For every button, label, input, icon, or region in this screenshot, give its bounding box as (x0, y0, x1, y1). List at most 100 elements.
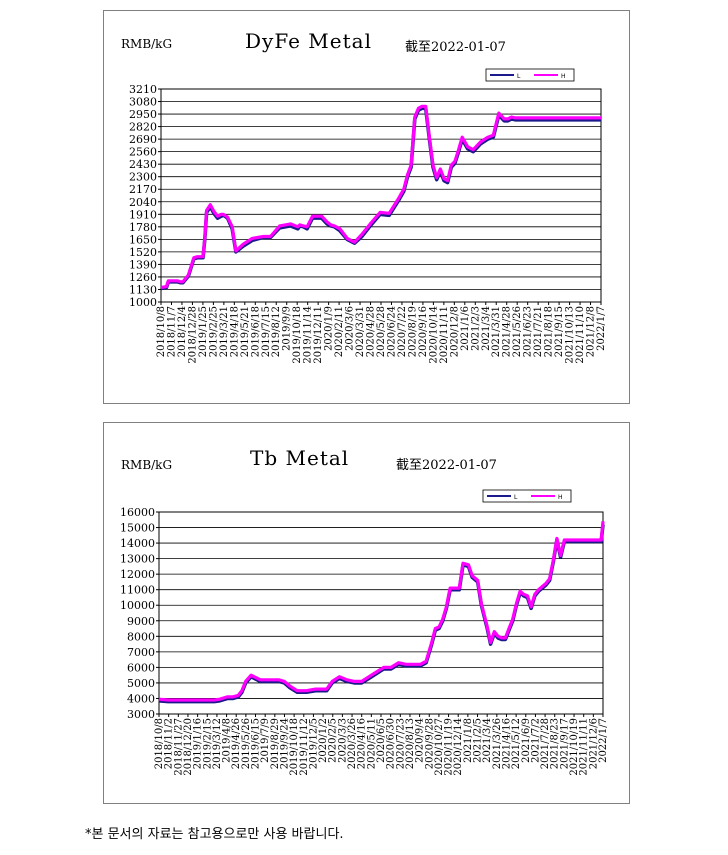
x-tick-label: 2018/11/27 (173, 718, 184, 776)
legend-box (482, 489, 572, 503)
chart-date-note: 截至2022-01-07 (396, 458, 497, 473)
chart-date-note: 截至2022-01-07 (405, 40, 506, 55)
x-tick-label: 2020/6/24 (386, 306, 397, 357)
y-tick-label: 15000 (120, 522, 155, 535)
x-tick-label: 2018/12/28 (187, 306, 198, 364)
x-tick-label: 2019/12/11 (313, 306, 324, 364)
x-tick-label: 2021/4/16 (501, 718, 512, 769)
x-tick-label: 2021/6/9 (521, 718, 532, 763)
x-tick-label: 2021/1/6 (460, 306, 471, 351)
y-tick-label: 2430 (129, 158, 157, 171)
x-tick-label: 2020/2/11 (334, 306, 345, 357)
x-tick-label: 2020/7/23 (395, 718, 406, 769)
legend-label: H (558, 494, 563, 501)
dyfe-chart-panel: RMB/kG DyFe Metal 截至2022-01-07 1000 1130 1… (103, 10, 630, 404)
x-tick-label: 2021/7/21 (533, 306, 544, 357)
dyfe-chart-svg: 1000113012601390152016501780191020402170… (129, 68, 607, 364)
x-tick-label: 2020/10/27 (434, 718, 445, 776)
x-tick-label: 2022/1/7 (596, 306, 607, 351)
y-tick-label: 1390 (129, 258, 157, 271)
y-tick-label: 11000 (120, 584, 155, 597)
y-tick-label: 2690 (129, 133, 157, 146)
x-tick-label: 2021/5/26 (512, 306, 523, 357)
x-tick-label: 2020/12/8 (449, 306, 460, 357)
x-tick-label: 2020/10/14 (428, 306, 439, 364)
x-tick-label: 2020/6/5 (376, 718, 387, 763)
y-tick-label: 1650 (129, 233, 157, 246)
chart-unit-label: RMB/kG (121, 458, 173, 472)
plot-area (160, 88, 602, 303)
y-tick-label: 3210 (129, 83, 157, 96)
x-tick-label: 2019/2/15 (202, 718, 213, 769)
x-tick-label: 2020/3/3 (337, 718, 348, 763)
x-tick-label: 2021/3/31 (491, 306, 502, 357)
x-tick-label: 2021/3/4 (481, 306, 492, 351)
x-tick-label: 2019/4/18 (229, 306, 240, 357)
x-tick-label: 2018/11/7 (166, 306, 177, 357)
x-tick-label: 2019/7/9 (260, 718, 271, 763)
x-tick-label: 2021/3/4 (482, 718, 493, 763)
y-tick-label: 14000 (120, 537, 155, 550)
x-tick-label: 2020/11/11 (439, 306, 450, 364)
x-tick-label: 2019/2/25 (208, 306, 219, 357)
x-tick-label: 2021/9/17 (559, 718, 570, 769)
series-line-H (158, 521, 605, 702)
y-tick-label: 1780 (129, 221, 157, 234)
x-tick-label: 2020/11/19 (444, 718, 455, 776)
legend-box (485, 68, 575, 82)
x-tick-label: 2019/1/25 (198, 306, 209, 357)
x-tick-label: 2021/8/18 (544, 306, 555, 357)
x-tick-label: 2020/5/28 (376, 306, 387, 357)
y-tick-label: 2820 (129, 121, 157, 134)
x-tick-label: 2021/12/8 (586, 306, 597, 357)
x-tick-label: 2019/8/12 (271, 306, 282, 357)
x-tick-label: 2019/5/26 (241, 718, 252, 769)
x-tick-label: 2020/9/16 (418, 306, 429, 357)
x-tick-label: 2021/2/3 (470, 306, 481, 351)
legend-label: L (517, 73, 521, 80)
x-tick-label: 2020/8/13 (405, 718, 416, 769)
tb-chart-svg: 3000 4000 5000 6000 7000 8000 9000 10000 11000 12… (120, 489, 609, 776)
y-tick-label: 2560 (129, 146, 157, 159)
x-tick-label: 2019/3/21 (219, 306, 230, 357)
x-tick-label: 2019/11/14 (303, 306, 314, 364)
y-tick-label: 3080 (129, 96, 157, 109)
x-tick-label: 2019/4/26 (231, 718, 242, 769)
x-tick-label: 2019/7/15 (261, 306, 272, 357)
x-tick-label: 2021/10/13 (565, 306, 576, 364)
x-tick-label: 2021/10/19 (569, 718, 580, 776)
y-tick-label: 1130 (129, 283, 157, 296)
y-tick-label: 1910 (129, 208, 157, 221)
y-tick-label: 1520 (129, 246, 157, 259)
x-tick-label: 2020/1/2 (318, 718, 329, 763)
x-tick-label: 2019/9/9 (282, 306, 293, 351)
y-tick-label: 6000 (127, 661, 155, 674)
x-tick-label: 2018/11/2 (164, 718, 175, 769)
x-tick-label: 2021/12/6 (588, 718, 599, 769)
chart-unit-label: RMB/kG (121, 37, 173, 51)
x-tick-label: 2021/7/28 (540, 718, 551, 769)
footer-note: *본 문서의 자료는 참고용으로만 사용 바랍니다. (85, 827, 344, 842)
y-tick-label: 10000 (120, 599, 155, 612)
x-tick-label: 2019/8/29 (270, 718, 281, 769)
tb-chart-panel: RMB/kG Tb Metal 截至2022-01-07 3000 4000 500… (103, 422, 630, 804)
x-tick-label: 2020/5/11 (366, 718, 377, 769)
y-tick-label: 1000 (129, 296, 157, 309)
x-tick-label: 2019/12/5 (308, 718, 319, 769)
x-tick-label: 2020/12/14 (453, 718, 464, 776)
chart-title: DyFe Metal (245, 29, 372, 53)
plot-area (158, 511, 604, 715)
y-tick-label: 3000 (127, 708, 155, 721)
x-tick-label: 2021/2/5 (473, 718, 484, 763)
x-tick-label: 2019/1/16 (193, 718, 204, 769)
x-tick-label: 2019/10/18 (292, 306, 303, 364)
x-tick-label: 2021/4/28 (502, 306, 513, 357)
y-tick-label: 13000 (120, 553, 155, 566)
x-tick-label: 2018/12/4 (177, 306, 188, 357)
x-tick-label: 2021/1/8 (463, 718, 474, 763)
x-tick-label: 2018/10/8 (156, 306, 167, 357)
y-tick-label: 9000 (127, 615, 155, 628)
x-tick-label: 2020/3/31 (355, 306, 366, 357)
legend-label: H (561, 73, 566, 80)
